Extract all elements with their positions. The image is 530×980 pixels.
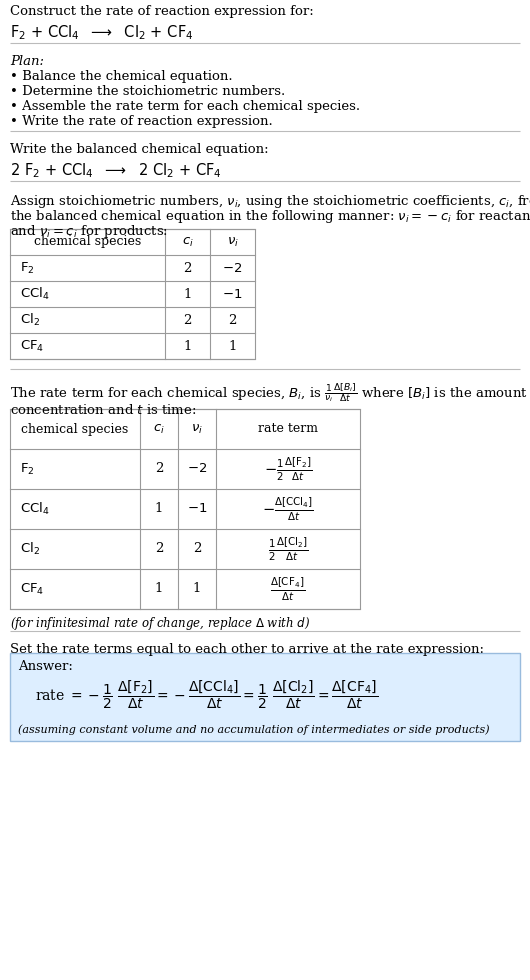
Text: $\mathrm{Cl_2}$: $\mathrm{Cl_2}$: [20, 541, 40, 557]
Text: concentration and $t$ is time:: concentration and $t$ is time:: [10, 403, 197, 417]
Text: 2: 2: [183, 262, 192, 274]
Text: $-\frac{1}{2}\frac{\Delta[\mathrm{F_2}]}{\Delta t}$: $-\frac{1}{2}\frac{\Delta[\mathrm{F_2}]}…: [264, 456, 312, 483]
Text: Plan:: Plan:: [10, 55, 44, 68]
Text: and $\nu_i = c_i$ for products:: and $\nu_i = c_i$ for products:: [10, 223, 168, 240]
Text: $-2$: $-2$: [187, 463, 207, 475]
Text: Write the balanced chemical equation:: Write the balanced chemical equation:: [10, 143, 269, 156]
Text: 1: 1: [193, 582, 201, 596]
Text: 1: 1: [155, 582, 163, 596]
Bar: [10, 409, 360, 609]
Text: $\frac{1}{2}\frac{\Delta[\mathrm{Cl_2}]}{\Delta t}$: $\frac{1}{2}\frac{\Delta[\mathrm{Cl_2}]}…: [268, 535, 308, 563]
Text: $\mathrm{Cl_2}$: $\mathrm{Cl_2}$: [20, 312, 40, 328]
Text: $\mathrm{CCl_4}$: $\mathrm{CCl_4}$: [20, 286, 50, 302]
Text: the balanced chemical equation in the following manner: $\nu_i = -c_i$ for react: the balanced chemical equation in the fo…: [10, 208, 530, 225]
Text: $\nu_i$: $\nu_i$: [226, 235, 238, 249]
Text: Answer:: Answer:: [18, 660, 73, 673]
Text: $2\ \mathrm{F_2}$ $+$ $\mathrm{CCl_4}$  $\longrightarrow$  $2\ \mathrm{Cl_2}$ $+: $2\ \mathrm{F_2}$ $+$ $\mathrm{CCl_4}$ $…: [10, 161, 222, 179]
Text: $\mathrm{CF_4}$: $\mathrm{CF_4}$: [20, 338, 45, 354]
Text: 1: 1: [183, 339, 192, 353]
Text: $\mathrm{F_2}$: $\mathrm{F_2}$: [20, 462, 34, 476]
Text: 2: 2: [193, 543, 201, 556]
Text: 2: 2: [183, 314, 192, 326]
Text: $\frac{\Delta[\mathrm{CF_4}]}{\Delta t}$: $\frac{\Delta[\mathrm{CF_4}]}{\Delta t}$: [270, 575, 305, 603]
Text: rate $= -\dfrac{1}{2}\ \dfrac{\Delta[\mathrm{F_2}]}{\Delta t} = -\dfrac{\Delta[\: rate $= -\dfrac{1}{2}\ \dfrac{\Delta[\ma…: [35, 679, 378, 711]
Text: $-1$: $-1$: [187, 503, 207, 515]
Text: 2: 2: [228, 314, 237, 326]
Text: $-1$: $-1$: [222, 287, 243, 301]
Text: $-2$: $-2$: [223, 262, 243, 274]
Text: $c_i$: $c_i$: [153, 422, 165, 435]
Text: $\mathrm{CCl_4}$: $\mathrm{CCl_4}$: [20, 501, 50, 517]
Text: The rate term for each chemical species, $B_i$, is $\frac{1}{\nu_i}\frac{\Delta[: The rate term for each chemical species,…: [10, 381, 528, 404]
Text: $\mathrm{CF_4}$: $\mathrm{CF_4}$: [20, 581, 45, 597]
Text: chemical species: chemical species: [21, 422, 129, 435]
Text: $\mathrm{F_2}$ $+$ $\mathrm{CCl_4}$  $\longrightarrow$  $\mathrm{Cl_2}$ $+$ $\ma: $\mathrm{F_2}$ $+$ $\mathrm{CCl_4}$ $\lo…: [10, 23, 193, 42]
Text: $\mathrm{F_2}$: $\mathrm{F_2}$: [20, 261, 34, 275]
Text: • Determine the stoichiometric numbers.: • Determine the stoichiometric numbers.: [10, 85, 285, 98]
Text: Construct the rate of reaction expression for:: Construct the rate of reaction expressio…: [10, 5, 314, 18]
Text: $-\frac{\Delta[\mathrm{CCl_4}]}{\Delta t}$: $-\frac{\Delta[\mathrm{CCl_4}]}{\Delta t…: [262, 495, 314, 522]
Text: 1: 1: [183, 287, 192, 301]
Text: chemical species: chemical species: [34, 235, 141, 249]
Text: • Balance the chemical equation.: • Balance the chemical equation.: [10, 70, 233, 83]
Text: Assign stoichiometric numbers, $\nu_i$, using the stoichiometric coefficients, $: Assign stoichiometric numbers, $\nu_i$, …: [10, 193, 530, 210]
Text: • Assemble the rate term for each chemical species.: • Assemble the rate term for each chemic…: [10, 100, 360, 113]
Text: Set the rate terms equal to each other to arrive at the rate expression:: Set the rate terms equal to each other t…: [10, 643, 484, 656]
Text: (for infinitesimal rate of change, replace $\Delta$ with $d$): (for infinitesimal rate of change, repla…: [10, 615, 311, 632]
Text: rate term: rate term: [258, 422, 318, 435]
Text: $c_i$: $c_i$: [182, 235, 193, 249]
Text: • Write the rate of reaction expression.: • Write the rate of reaction expression.: [10, 115, 273, 128]
Bar: [10, 229, 255, 359]
Text: 2: 2: [155, 543, 163, 556]
FancyBboxPatch shape: [10, 653, 520, 741]
Text: $\nu_i$: $\nu_i$: [191, 422, 203, 435]
Text: 2: 2: [155, 463, 163, 475]
Text: 1: 1: [155, 503, 163, 515]
Text: 1: 1: [228, 339, 237, 353]
Text: (assuming constant volume and no accumulation of intermediates or side products): (assuming constant volume and no accumul…: [18, 724, 490, 735]
